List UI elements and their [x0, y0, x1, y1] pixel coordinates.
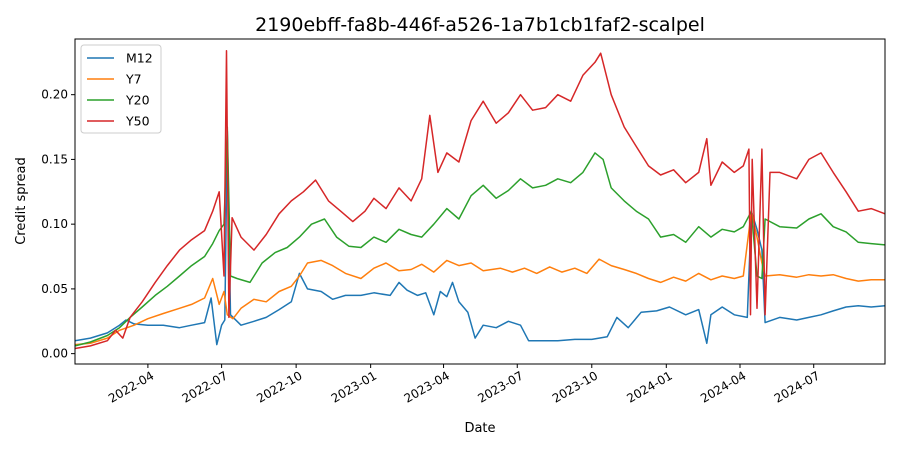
plot-frame — [74, 38, 886, 365]
legend-label-y7: Y7 — [125, 72, 142, 87]
x-axis-label: Date — [464, 421, 495, 436]
y-tick-label: 0.20 — [41, 88, 68, 102]
legend-box — [80, 44, 162, 134]
y-axis-label: Credit spread — [14, 157, 29, 245]
y-tick-label: 0.15 — [41, 152, 68, 166]
y-tick-label: 0.10 — [41, 217, 68, 231]
y-tick-label: 0.05 — [41, 282, 68, 296]
series-line-y50 — [74, 49, 886, 350]
legend-label-y20: Y20 — [125, 93, 150, 108]
series-line-y20 — [74, 126, 886, 347]
y-axis: 0.00 0.05 0.10 0.15 0.20 — [41, 88, 75, 361]
y-tick-label: 0.00 — [41, 347, 68, 361]
series-layer — [74, 49, 886, 350]
legend-label-y50: Y50 — [125, 114, 150, 129]
chart-title: 2190ebff-fa8b-446f-a526-1a7b1cb1faf2-sca… — [255, 14, 705, 36]
legend-label-m12: M12 — [126, 51, 153, 66]
legend: M12 Y7 Y20 Y50 — [80, 44, 162, 134]
